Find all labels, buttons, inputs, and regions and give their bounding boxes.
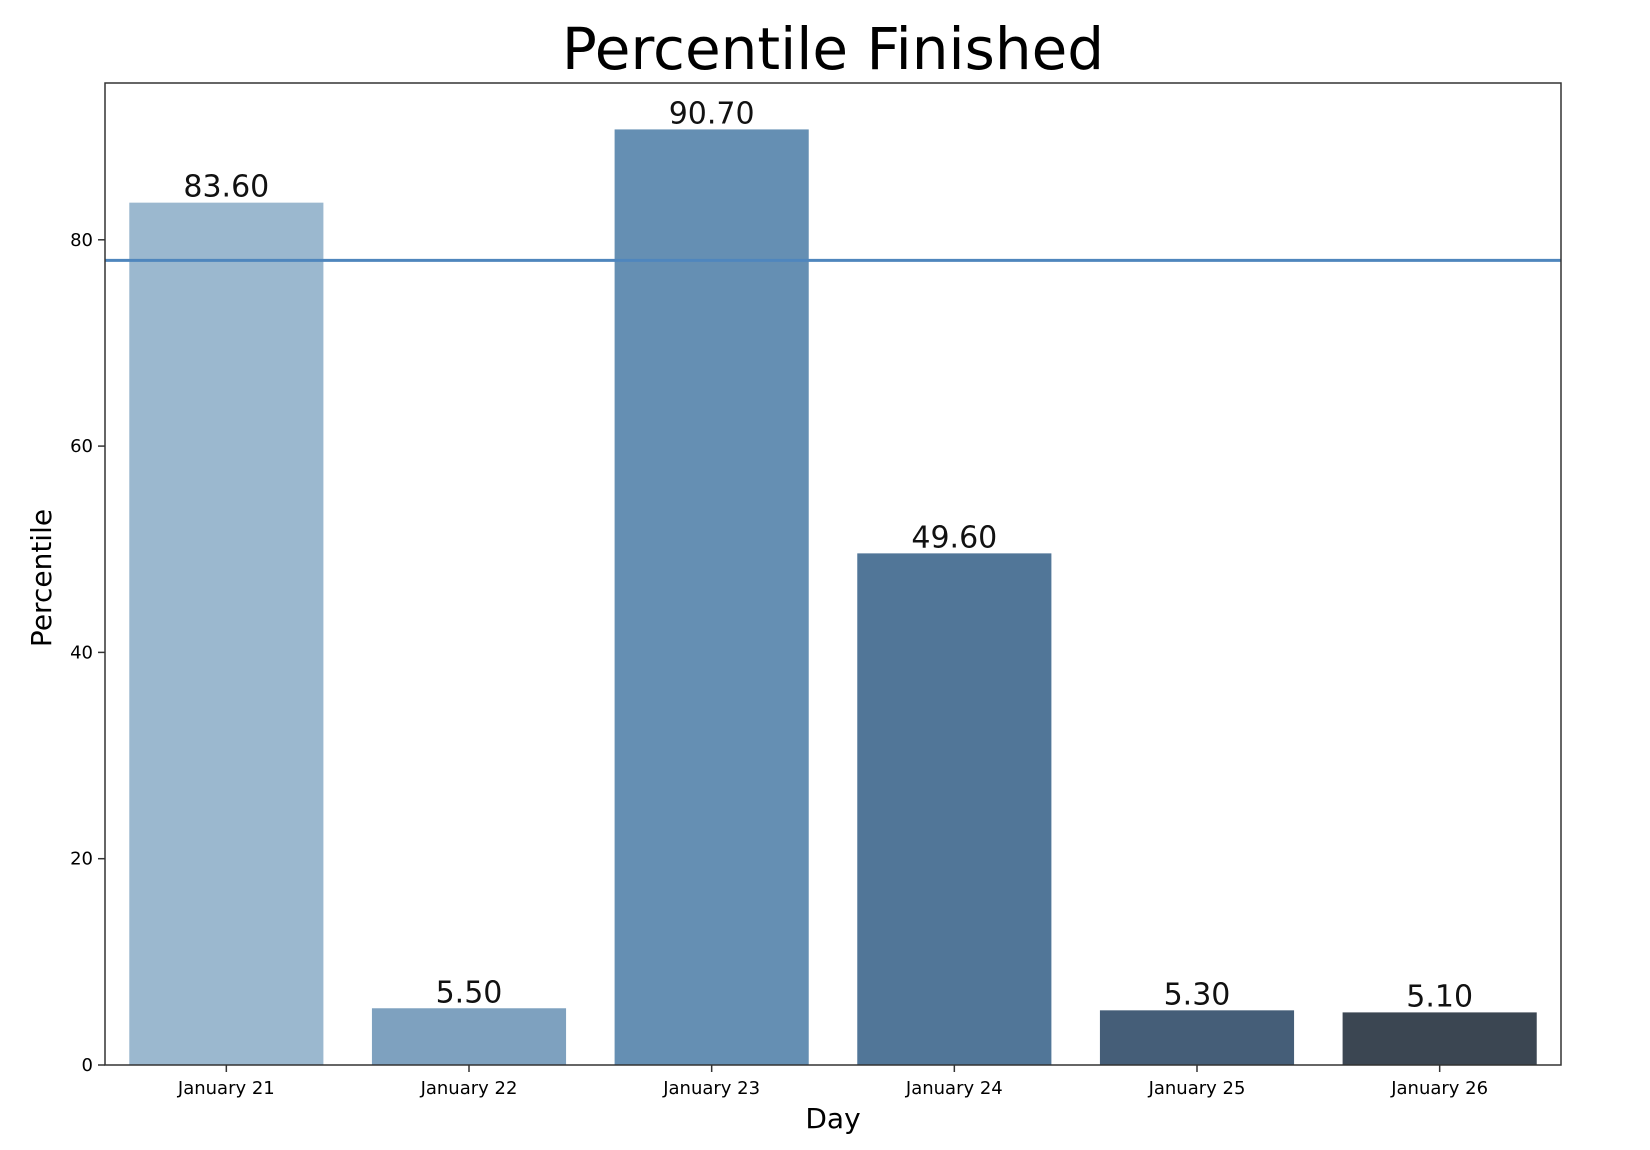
bar-value-label-5: 5.30: [1164, 977, 1231, 1012]
y-tick-label-3: 60: [70, 436, 93, 457]
chart-title: Percentile Finished: [562, 15, 1104, 83]
bar-value-label-6: 5.10: [1406, 979, 1473, 1014]
bar-3: [614, 129, 809, 1065]
x-tick-label-1: January 21: [177, 1078, 275, 1099]
bar-4: [857, 553, 1052, 1065]
bar-value-label-1: 83.60: [183, 170, 269, 205]
y-axis-label: Percentile: [25, 509, 58, 647]
bar-6: [1342, 1012, 1537, 1065]
x-axis-label: Day: [805, 1102, 860, 1135]
x-tick-label-6: January 26: [1390, 1078, 1488, 1099]
y-axis: 0 20 40 60 80: [70, 230, 105, 1076]
x-tick-label-2: January 22: [420, 1078, 518, 1099]
x-tick-label-3: January 23: [662, 1078, 760, 1099]
y-tick-label-4: 80: [70, 230, 93, 251]
bar-value-label-2: 5.50: [436, 975, 503, 1010]
y-tick-label-2: 40: [70, 642, 93, 663]
bar-5: [1099, 1010, 1295, 1065]
data-labels-layer: 83.60 5.50 90.70 49.60 5.30 5.10: [183, 96, 1473, 1014]
bar-value-label-3: 90.70: [669, 96, 755, 131]
bar-2: [371, 1008, 567, 1065]
y-tick-label-1: 20: [70, 849, 93, 870]
bar-value-label-4: 49.60: [911, 520, 997, 555]
y-tick-label-0: 0: [82, 1055, 93, 1076]
bar-1: [129, 202, 324, 1065]
x-tick-label-4: January 24: [905, 1078, 1003, 1099]
x-axis: January 21 January 22 January 23 January 24…: [177, 1065, 1488, 1099]
x-tick-label-5: January 25: [1148, 1078, 1246, 1099]
bars-layer: [129, 129, 1537, 1065]
plot-frame: [104, 82, 1562, 1066]
